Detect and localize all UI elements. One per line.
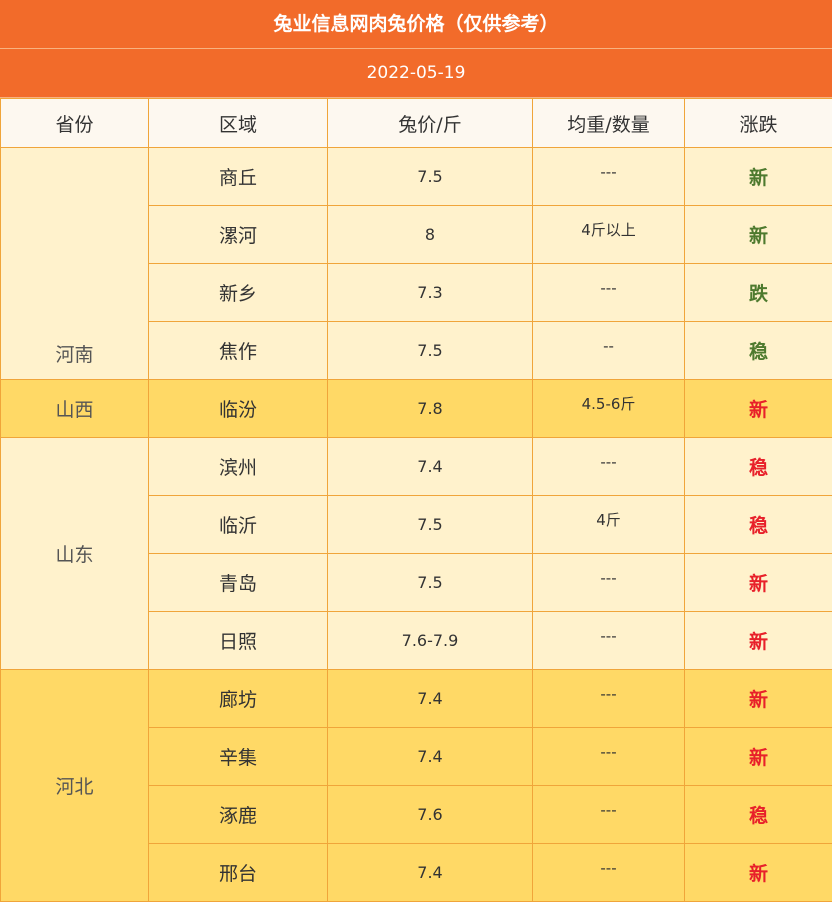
change: 新 [685,380,832,438]
weight: -- [533,322,685,380]
region: 临汾 [149,380,328,438]
change: 新 [685,148,832,206]
region: 青岛 [149,554,328,612]
region: 新乡 [149,264,328,322]
weight: --- [533,844,685,902]
weight: --- [533,554,685,612]
weight: --- [533,148,685,206]
price: 7.5 [328,322,533,380]
price: 7.6-7.9 [328,612,533,670]
change: 稳 [685,322,832,380]
weight: --- [533,786,685,844]
change: 稳 [685,786,832,844]
province: 山东 [1,438,149,670]
price: 7.4 [328,728,533,786]
column-header: 省份 [1,99,149,148]
price: 7.5 [328,496,533,554]
weight: 4斤以上 [533,206,685,264]
region: 辛集 [149,728,328,786]
title: 兔业信息网肉兔价格（仅供参考） [0,0,832,49]
price: 7.8 [328,380,533,438]
weight: --- [533,670,685,728]
column-header: 兔价/斤 [328,99,533,148]
region: 滨州 [149,438,328,496]
price: 7.5 [328,148,533,206]
province: 河南 [1,148,149,380]
change: 新 [685,612,832,670]
province: 河北 [1,670,149,902]
price: 7.6 [328,786,533,844]
column-header: 涨跌 [685,99,832,148]
weight: --- [533,612,685,670]
header-row: 省份区域兔价/斤均重/数量涨跌 [1,99,832,148]
weight: --- [533,728,685,786]
weight: 4斤 [533,496,685,554]
change: 新 [685,670,832,728]
change: 稳 [685,438,832,496]
change: 新 [685,554,832,612]
province: 山西 [1,380,149,438]
price: 7.5 [328,554,533,612]
weight: 4.5-6斤 [533,380,685,438]
region: 商丘 [149,148,328,206]
price: 7.4 [328,670,533,728]
price: 8 [328,206,533,264]
region: 焦作 [149,322,328,380]
weight: --- [533,438,685,496]
weight: --- [533,264,685,322]
column-header: 均重/数量 [533,99,685,148]
region: 日照 [149,612,328,670]
region: 涿鹿 [149,786,328,844]
region: 临沂 [149,496,328,554]
region: 邢台 [149,844,328,902]
change: 稳 [685,496,832,554]
price: 7.4 [328,438,533,496]
date: 2022-05-19 [0,49,832,98]
change: 新 [685,206,832,264]
region: 漯河 [149,206,328,264]
change: 跌 [685,264,832,322]
column-header: 区域 [149,99,328,148]
change: 新 [685,844,832,902]
price: 7.3 [328,264,533,322]
page: 兔业信息网肉兔价格（仅供参考） 2022-05-19 省份区域兔价/斤均重/数量… [0,0,832,780]
region: 廊坊 [149,670,328,728]
change: 新 [685,728,832,786]
price: 7.4 [328,844,533,902]
